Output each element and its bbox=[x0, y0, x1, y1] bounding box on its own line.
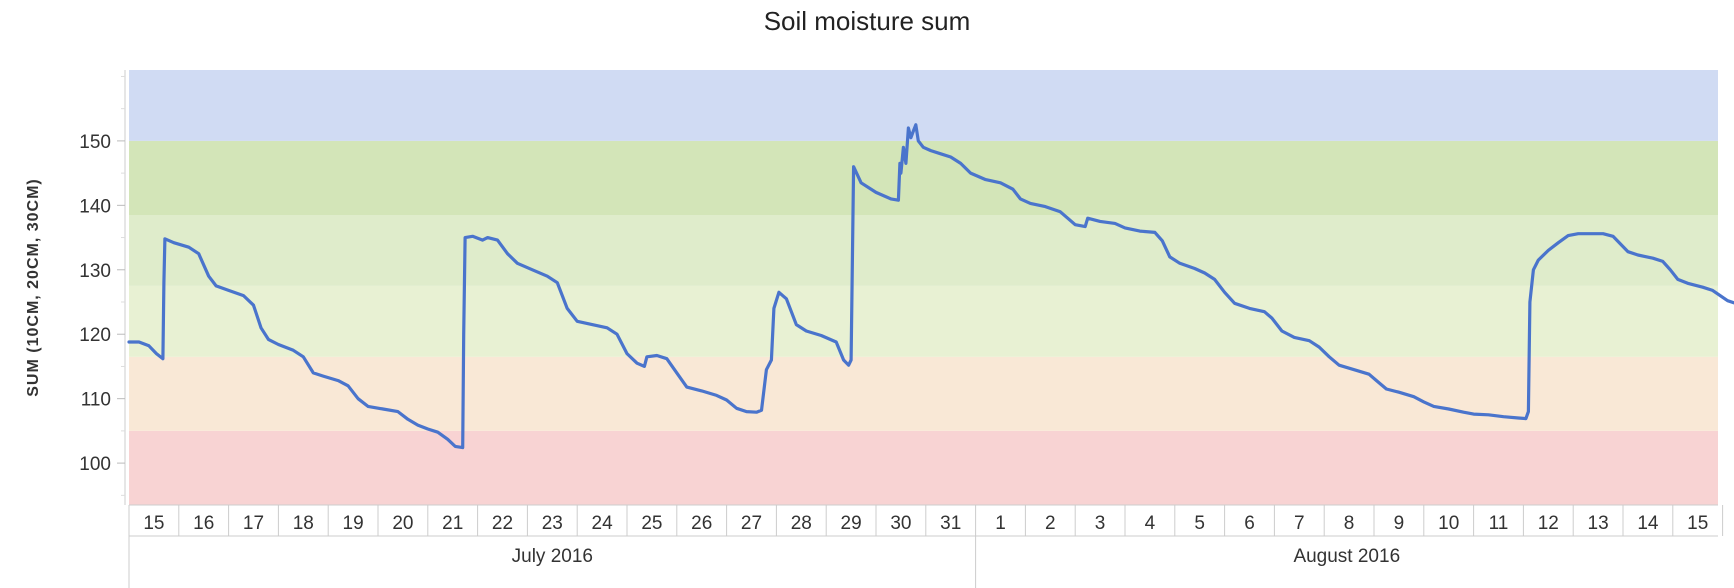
x-day-label: 7 bbox=[1294, 513, 1305, 534]
x-day-label: 29 bbox=[841, 513, 862, 534]
x-day-label: 31 bbox=[940, 513, 961, 534]
x-day-label: 27 bbox=[741, 513, 762, 534]
x-day-label: 12 bbox=[1538, 513, 1559, 534]
x-day-label: 9 bbox=[1394, 513, 1405, 534]
x-day-label: 18 bbox=[293, 513, 314, 534]
x-day-label: 22 bbox=[492, 513, 513, 534]
x-day-label: 6 bbox=[1244, 513, 1255, 534]
x-day-label: 17 bbox=[243, 513, 264, 534]
x-month-label: August 2016 bbox=[1293, 546, 1400, 567]
x-day-label: 28 bbox=[791, 513, 812, 534]
x-day-label: 4 bbox=[1145, 513, 1156, 534]
band-4 bbox=[129, 140, 1718, 215]
x-day-label: 26 bbox=[691, 513, 712, 534]
chart-title: Soil moisture sum bbox=[763, 6, 971, 36]
x-day-label: 3 bbox=[1095, 513, 1106, 534]
x-day-label: 10 bbox=[1438, 513, 1459, 534]
band-0 bbox=[129, 430, 1718, 505]
band-5 bbox=[129, 70, 1718, 141]
x-day-label: 15 bbox=[1687, 513, 1708, 534]
x-day-label: 25 bbox=[641, 513, 662, 534]
band-1 bbox=[129, 356, 1718, 431]
x-day-label: 14 bbox=[1637, 513, 1659, 534]
band-3 bbox=[129, 215, 1718, 286]
y-axis-label: SUM (10CM, 20CM, 30CM) bbox=[25, 178, 42, 396]
y-tick-label: 150 bbox=[79, 132, 111, 153]
x-day-label: 20 bbox=[392, 513, 413, 534]
y-tick-label: 140 bbox=[79, 196, 111, 217]
x-day-label: 30 bbox=[890, 513, 911, 534]
y-tick-label: 120 bbox=[79, 325, 111, 346]
band-2 bbox=[129, 285, 1718, 357]
series-line-0 bbox=[127, 123, 1734, 450]
x-day-label: 13 bbox=[1588, 513, 1609, 534]
y-tick-label: 130 bbox=[79, 261, 111, 282]
x-day-label: 21 bbox=[442, 513, 463, 534]
x-day-label: 16 bbox=[193, 513, 214, 534]
x-month-label: July 2016 bbox=[512, 546, 593, 567]
y-tick-label: 110 bbox=[81, 390, 111, 411]
x-day-label: 2 bbox=[1045, 513, 1056, 534]
x-day-label: 11 bbox=[1489, 513, 1509, 534]
x-day-label: 1 bbox=[995, 513, 1006, 534]
x-day-label: 23 bbox=[542, 513, 563, 534]
x-day-label: 8 bbox=[1344, 513, 1355, 534]
x-day-label: 15 bbox=[143, 513, 164, 534]
x-day-label: 5 bbox=[1194, 513, 1205, 534]
x-day-label: 24 bbox=[592, 513, 614, 534]
x-day-label: 19 bbox=[343, 513, 364, 534]
y-tick-label: 100 bbox=[79, 454, 111, 475]
